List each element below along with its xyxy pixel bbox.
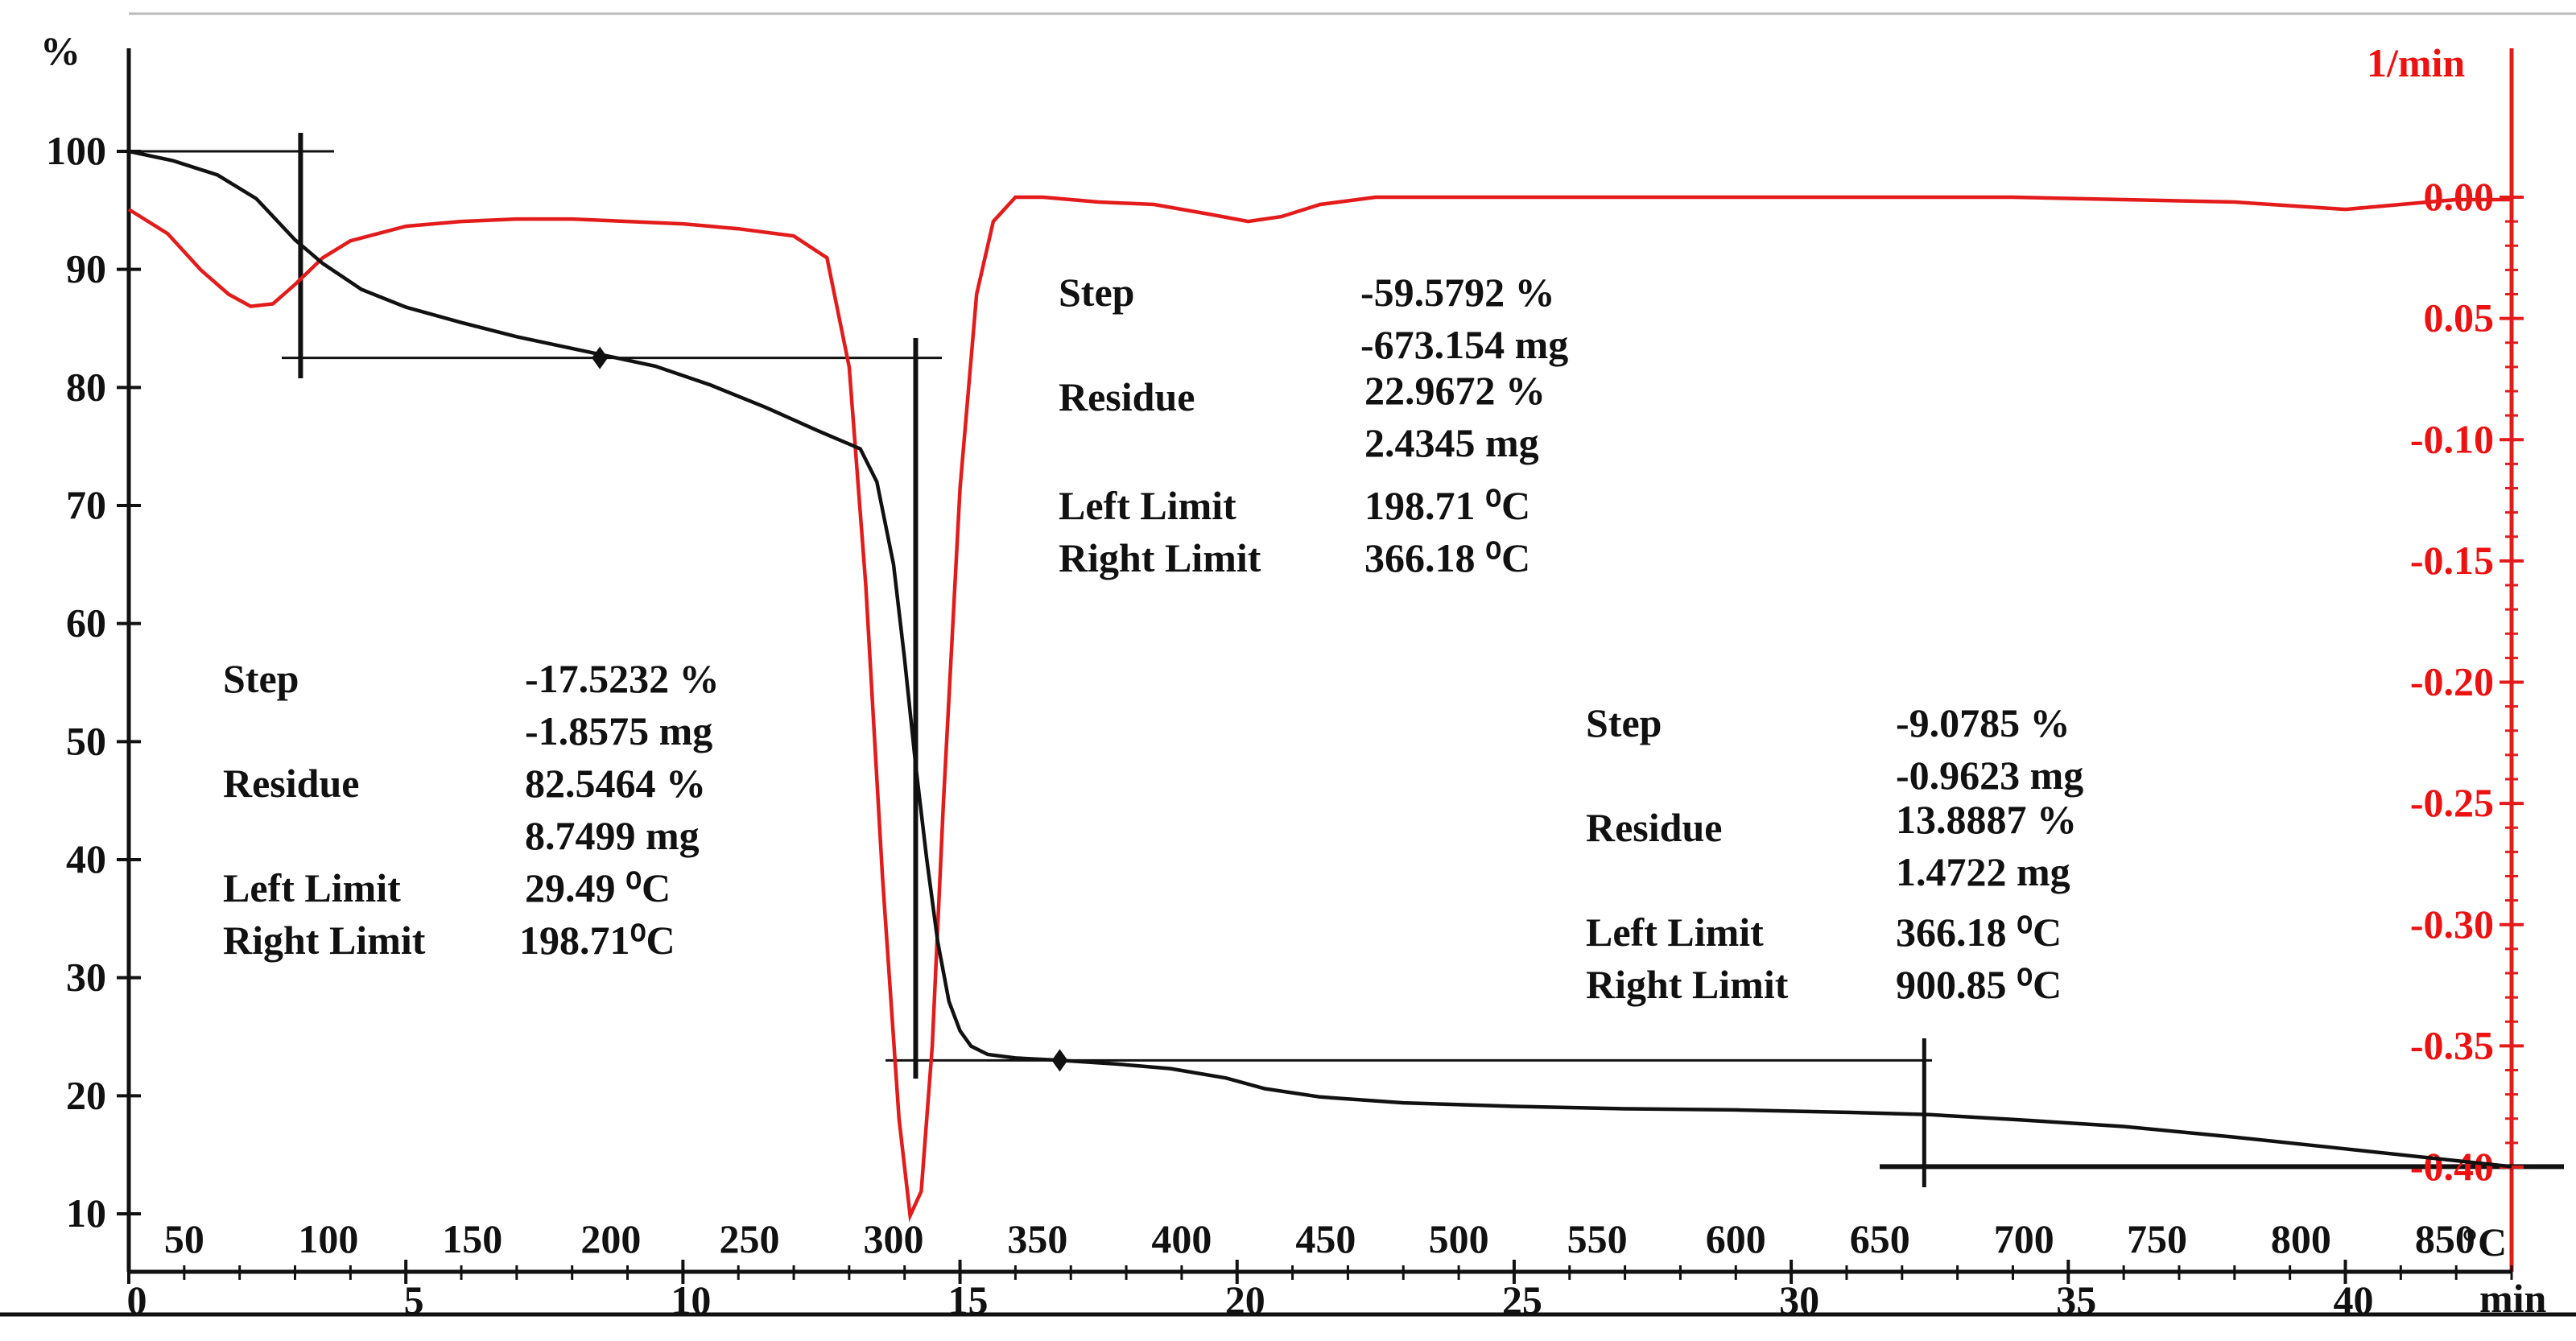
temp-tick-label: 650 <box>1850 1216 1910 1261</box>
temp-tick-label: 700 <box>1994 1216 2054 1261</box>
time-tick-label: 15 <box>948 1277 989 1322</box>
annotation-3-left-value: 366.18 ⁰C <box>1896 910 2062 955</box>
annotation-3-residue-mg: 1.4722 mg <box>1896 849 2070 894</box>
annotation-1-left-label: Left Limit <box>223 865 401 910</box>
right-axis-unit: 1/min <box>2367 40 2465 85</box>
annotation-2-left-value: 198.71 ⁰C <box>1364 483 1530 528</box>
left-tick-label: 30 <box>66 955 106 1000</box>
annotation-2-step-label: Step <box>1059 270 1134 315</box>
left-tick-label: 60 <box>66 600 106 646</box>
annotation-1-right-label: Right Limit <box>223 918 426 963</box>
annotation-3-step-label: Step <box>1586 700 1662 745</box>
temp-tick-label: 50 <box>164 1216 204 1261</box>
right-tick-label: -0.15 <box>2410 538 2494 583</box>
time-tick-label: 25 <box>1502 1277 1542 1322</box>
annotation-1-step-label: Step <box>223 656 299 701</box>
annotation-3-left-label: Left Limit <box>1586 910 1764 955</box>
annotation-step-3: Step -9.0785 % -0.9623 mg Residue 13.888… <box>1586 700 2083 1007</box>
temp-tick-label: 400 <box>1151 1216 1212 1261</box>
right-tick-label: 0.05 <box>2424 295 2495 340</box>
annotation-3-step-mg: -0.9623 mg <box>1896 753 2083 798</box>
annotation-2-residue-mg: 2.4345 mg <box>1364 420 1539 465</box>
left-tick-label: 70 <box>66 482 106 527</box>
temp-tick-label: 250 <box>719 1216 779 1261</box>
left-tick-label: 50 <box>66 718 106 763</box>
right-tick-label: -0.25 <box>2410 780 2494 825</box>
right-tick-label: -0.40 <box>2410 1144 2494 1189</box>
annotation-step-1: Step -17.5232 % -1.8575 mg Residue 82.54… <box>223 656 720 963</box>
annotation-2-residue-label: Residue <box>1059 374 1195 419</box>
time-tick-label: 10 <box>671 1277 711 1322</box>
annotation-3-step-pct: -9.0785 % <box>1896 700 2070 745</box>
temp-tick-label: 300 <box>863 1216 923 1261</box>
annotation-1-residue-label: Residue <box>223 761 359 806</box>
temp-axis-unit: °C <box>2462 1219 2507 1265</box>
time-tick-label: 35 <box>2056 1277 2096 1322</box>
left-tick-label: 10 <box>66 1190 106 1236</box>
temp-tick-label: 850 <box>2415 1216 2475 1261</box>
annotation-2-right-value: 366.18 ⁰C <box>1364 535 1530 580</box>
time-tick-label: 20 <box>1225 1277 1265 1322</box>
left-axis-ticks: 100 90 80 70 60 50 40 30 20 10 <box>46 128 141 1236</box>
time-tick-label: 5 <box>404 1277 424 1322</box>
temp-tick-label: 750 <box>2127 1216 2187 1261</box>
right-tick-label: -0.10 <box>2410 416 2494 461</box>
right-tick-label: -0.35 <box>2410 1022 2494 1067</box>
temp-tick-label: 600 <box>1706 1216 1766 1261</box>
left-axis-unit: % <box>40 28 80 73</box>
annotation-1-residue-pct: 82.5464 % <box>525 761 706 806</box>
temperature-axis-ticks: 50 100 150 200 250 300 350 400 450 500 550 600 650 70… <box>164 1216 2475 1261</box>
temp-tick-label: 350 <box>1007 1216 1067 1261</box>
time-tick-label: 30 <box>1779 1277 1819 1322</box>
annotation-2-step-mg: -673.154 mg <box>1360 322 1568 367</box>
step1-point-marker <box>592 346 609 369</box>
time-axis-ticks: 0 5 10 15 20 25 30 35 40 <box>127 1260 2513 1322</box>
step-reference-lines <box>129 133 2564 1187</box>
annotation-2-left-label: Left Limit <box>1059 483 1236 528</box>
right-tick-label: -0.30 <box>2410 902 2494 947</box>
annotation-2-right-label: Right Limit <box>1059 535 1261 580</box>
time-tick-label: 40 <box>2333 1277 2373 1322</box>
annotation-1-left-value: 29.49 ⁰C <box>525 865 671 910</box>
tg-series-line <box>128 149 2512 1169</box>
temp-tick-label: 800 <box>2271 1216 2331 1261</box>
annotation-1-step-pct: -17.5232 % <box>525 656 720 701</box>
time-axis-unit: min <box>2479 1276 2547 1321</box>
right-axis-ticks: 0.00 0.05 -0.10 -0.15 -0.20 -0.25 -0.30 -0.35 -0… <box>2410 174 2524 1189</box>
temp-tick-label: 100 <box>298 1216 358 1261</box>
annotation-2-residue-pct: 22.9672 % <box>1364 368 1546 413</box>
left-tick-label: 90 <box>66 246 106 291</box>
annotation-3-residue-pct: 13.8887 % <box>1896 797 2077 842</box>
left-tick-label: 100 <box>46 128 106 173</box>
annotation-step-2: Step -59.5792 % -673.154 mg Residue 22.9… <box>1059 270 1568 580</box>
plot-frame <box>0 12 2576 1317</box>
time-tick-label: 0 <box>127 1277 147 1322</box>
left-tick-label: 20 <box>66 1072 106 1117</box>
annotation-3-right-value: 900.85 ⁰C <box>1896 962 2062 1007</box>
annotation-1-step-mg: -1.8575 mg <box>525 708 712 753</box>
right-tick-label: -0.20 <box>2410 659 2494 704</box>
temp-tick-label: 450 <box>1295 1216 1356 1261</box>
right-tick-label: 0.00 <box>2424 174 2495 219</box>
temp-tick-label: 200 <box>580 1216 641 1261</box>
left-tick-label: 80 <box>66 364 106 409</box>
annotation-1-residue-mg: 8.7499 mg <box>525 813 700 858</box>
left-tick-label: 40 <box>66 836 106 881</box>
dtg-series-line <box>127 195 2512 1223</box>
annotation-1-right-value: 198.71⁰C <box>519 918 675 963</box>
annotation-3-right-label: Right Limit <box>1586 962 1789 1007</box>
temp-tick-label: 550 <box>1567 1216 1628 1261</box>
annotation-2-step-pct: -59.5792 % <box>1360 270 1555 315</box>
temp-tick-label: 500 <box>1429 1216 1489 1261</box>
temp-tick-label: 150 <box>442 1216 502 1261</box>
annotation-3-residue-label: Residue <box>1586 805 1722 850</box>
